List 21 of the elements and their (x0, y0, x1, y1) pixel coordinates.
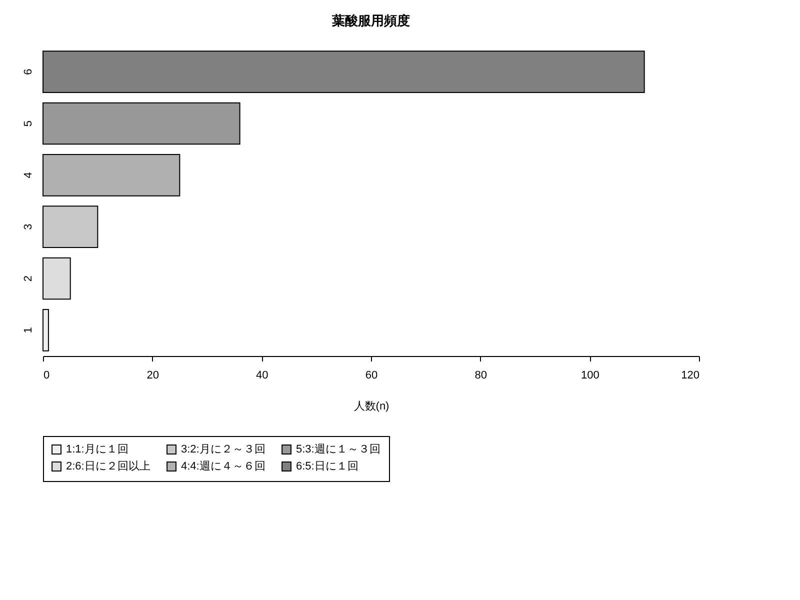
legend-label: 4:4:週に４～６回 (181, 460, 266, 472)
x-tick-label: 0 (44, 370, 50, 382)
legend-label: 2:6:日に２回以上 (66, 460, 150, 472)
y-tick-label: 2 (22, 275, 34, 282)
legend-label: 3:2:月に２～３回 (181, 444, 266, 456)
x-tick-label: 40 (256, 370, 268, 382)
legend-label: 1:1:月に１回 (66, 444, 128, 456)
legend-label: 6:5:日に１回 (296, 460, 358, 472)
chart-title: 葉酸服用頻度 (331, 13, 410, 28)
y-tick-label: 4 (22, 172, 34, 178)
x-axis-title: 人数(n) (354, 400, 390, 412)
x-tick-label: 20 (146, 370, 159, 382)
x-tick-label: 120 (681, 370, 700, 382)
y-tick-label: 1 (22, 327, 34, 334)
y-tick-label: 6 (22, 68, 34, 75)
legend-label: 5:3:週に１～３回 (296, 444, 380, 456)
y-tick-label: 3 (22, 224, 34, 230)
y-tick-label: 5 (22, 120, 34, 127)
x-tick-label: 60 (365, 370, 378, 382)
x-tick-label: 100 (580, 370, 600, 382)
x-tick-label: 80 (474, 370, 487, 382)
